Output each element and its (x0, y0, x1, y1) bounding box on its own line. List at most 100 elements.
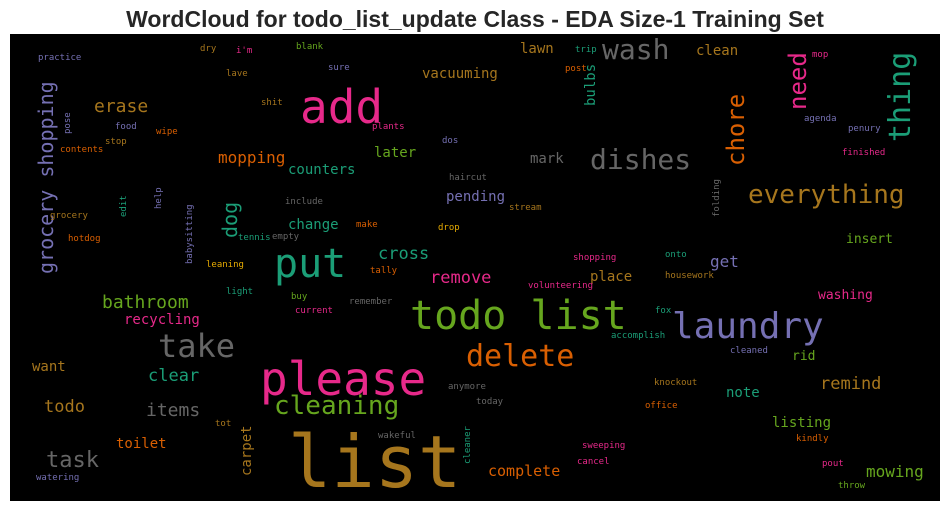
word-get: get (710, 252, 739, 271)
word-tot: tot (215, 419, 232, 429)
word-cross: cross (378, 244, 430, 264)
word-place: place (590, 269, 633, 285)
word-clear: clear (148, 366, 200, 386)
word-cloud: list please todo list add put laundry take wash… (10, 34, 940, 501)
word-babysitting: babysitting (185, 204, 195, 264)
word-wipe: wipe (156, 127, 178, 137)
word-pout: pout (822, 459, 844, 469)
word-dry: dry (200, 44, 217, 54)
word-accomplish: accomplish (611, 331, 666, 341)
word-buy: buy (291, 292, 308, 302)
word-note: note (726, 385, 760, 401)
word-office: office (645, 401, 678, 411)
word-stop: stop (105, 137, 127, 147)
word-washing: washing (818, 288, 873, 303)
chart-title: WordCloud for todo_list_update Class - E… (126, 6, 824, 32)
word-watering: watering (36, 473, 80, 483)
word-pending: pending (446, 189, 506, 205)
word-dog: dog (218, 201, 242, 238)
word-light: light (226, 287, 254, 297)
word-erase: erase (94, 96, 149, 117)
word-agenda: agenda (804, 114, 837, 124)
word-change: change (288, 217, 339, 233)
word-tennis: tennis (238, 233, 271, 243)
word-vacuuming: vacuuming (422, 66, 498, 82)
word-sure: sure (328, 63, 350, 73)
word-please: please (260, 352, 427, 406)
word-recycling: recycling (124, 312, 200, 328)
word-listing: listing (772, 415, 832, 431)
word-cleaner: cleaner (463, 426, 473, 464)
word-put: put (274, 241, 347, 287)
word-mowing: mowing (866, 462, 924, 481)
word-post: post (565, 64, 587, 74)
word-food: food (115, 122, 137, 132)
word-current: current (295, 306, 333, 316)
word-i-m: i'm (236, 46, 253, 56)
word-remind: remind (820, 374, 882, 394)
word-bathroom: bathroom (102, 292, 189, 313)
word-shit: shit (261, 98, 283, 108)
word-items: items (146, 400, 201, 421)
word-knockout: knockout (654, 378, 698, 388)
word-insert: insert (846, 232, 893, 247)
word-practice: practice (38, 53, 82, 63)
word-onto: onto (665, 250, 687, 260)
word-pose: pose (63, 112, 73, 134)
word-task: task (46, 448, 99, 473)
word-mop: mop (812, 50, 829, 60)
word-counters: counters (288, 162, 356, 178)
word-mopping: mopping (218, 148, 286, 167)
word-drop: drop (438, 223, 460, 233)
word-volunteering: volunteering (528, 281, 594, 291)
word-empty: empty (272, 232, 300, 242)
word-chore: chore (722, 93, 750, 166)
word-leaning: leaning (206, 260, 244, 270)
word-shopping: shopping (573, 253, 617, 263)
word-penury: penury (848, 124, 881, 134)
word-today: today (476, 397, 504, 407)
word-toilet: toilet (116, 436, 167, 452)
word-rid: rid (792, 349, 816, 364)
word-thing: thing (883, 51, 918, 142)
word-remove: remove (430, 268, 492, 288)
word-list: list (288, 420, 462, 501)
word-stream: stream (509, 203, 542, 213)
word-hotdog: hotdog (68, 234, 101, 244)
word-sweeping: sweeping (582, 441, 626, 451)
word-dishes: dishes (590, 143, 692, 176)
word-haircut: haircut (449, 173, 487, 183)
word-folding: folding (712, 179, 722, 217)
word-lawn: lawn (520, 41, 554, 57)
word-cleaning: cleaning (274, 391, 400, 421)
word-blank: blank (296, 42, 324, 52)
word-need: need (784, 52, 812, 110)
word-remember: remember (349, 297, 393, 307)
word-anymore: anymore (448, 382, 486, 392)
word-dos: dos (442, 136, 459, 146)
word-todo-list: todo list (410, 293, 627, 339)
word-fox: fox (655, 306, 672, 316)
word-delete: delete (466, 339, 575, 374)
word-complete: complete (488, 462, 561, 480)
word-make: make (356, 220, 378, 230)
word-laundry: laundry (672, 306, 824, 347)
word-finished: finished (842, 148, 886, 158)
word-tally: tally (370, 266, 398, 276)
word-carpet: carpet (239, 425, 255, 476)
word-help: help (154, 187, 164, 209)
word-contents: contents (60, 145, 104, 155)
word-take: take (158, 327, 236, 365)
word-mark: mark (530, 151, 564, 167)
word-plants: plants (372, 122, 405, 132)
word-want: want (32, 359, 66, 375)
word-edit: edit (119, 195, 129, 217)
word-wash: wash (602, 34, 670, 66)
word-trip: trip (575, 45, 597, 55)
word-housework: housework (665, 271, 714, 281)
word-cleaned: cleaned (730, 346, 768, 356)
word-clean: clean (696, 43, 739, 59)
word-grocery: grocery (50, 211, 88, 221)
word-include: include (285, 197, 323, 207)
word-wakeful: wakeful (378, 431, 416, 441)
